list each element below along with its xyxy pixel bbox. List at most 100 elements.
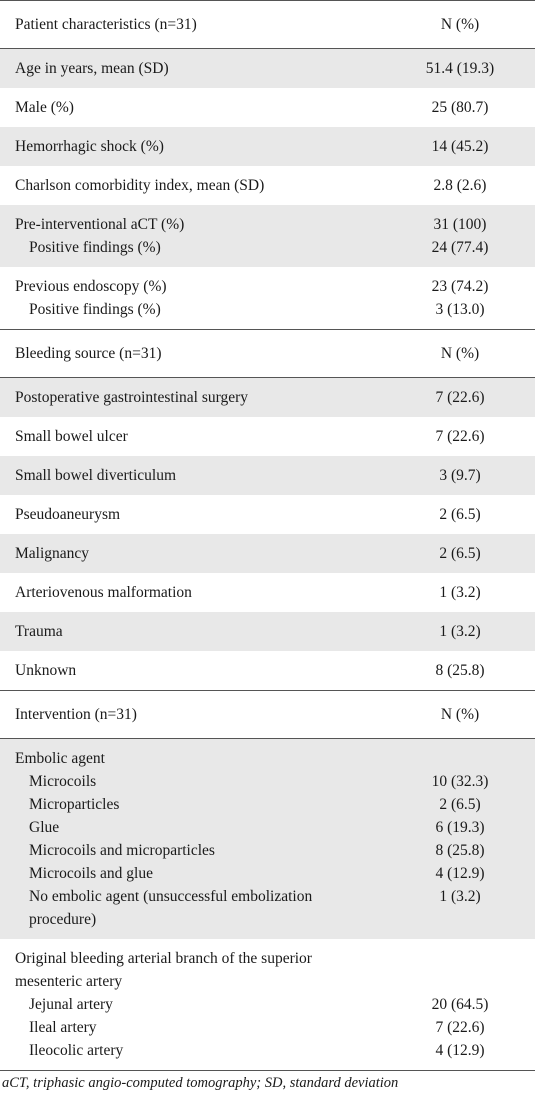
table-line: Embolic agent [0,747,535,770]
row-label: Original bleeding arterial branch of the… [15,950,312,990]
table-line: Microcoils and microparticles 8 (25.8) [0,839,535,862]
table-row: Pseudoaneurysm 2 (6.5) [0,495,535,534]
row-value: 1 (3.2) [439,623,481,640]
row-value: 7 (22.6) [435,1019,485,1036]
table-row: Hemorrhagic shock (%) 14 (45.2) [0,127,535,166]
row-label: Trauma [15,623,63,640]
row-label: Embolic agent [15,750,105,767]
row-value: 23 (74.2) [431,278,489,295]
row-label: Ileal artery [29,1019,97,1036]
row-label: Charlson comorbidity index, mean (SD) [15,177,265,194]
row-value: 14 (45.2) [431,138,489,155]
row-value: 10 (32.3) [431,773,489,790]
row-label: Ileocolic artery [29,1042,124,1059]
row-label: Hemorrhagic shock (%) [15,138,164,155]
table-row: Unknown 8 (25.8) [0,651,535,690]
section-header-value: N (%) [440,15,480,33]
row-label: Male (%) [15,99,74,116]
table-row: Charlson comorbidity index, mean (SD) 2.8… [0,166,535,205]
row-label: Glue [29,819,60,836]
table-line: Unknown 8 (25.8) [0,659,535,682]
row-label: Microcoils and microparticles [29,842,215,859]
table-line: Arteriovenous malformation 1 (3.2) [0,581,535,604]
row-value: 8 (25.8) [435,662,485,679]
row-label: Microcoils [29,773,97,790]
table-line: Ileal artery 7 (22.6) [0,1016,535,1039]
table-line: Charlson comorbidity index, mean (SD) 2.8… [0,174,535,197]
table-row: Small bowel ulcer 7 (22.6) [0,417,535,456]
table-line: Original bleeding arterial branch of the… [0,947,535,993]
table-line: Small bowel ulcer 7 (22.6) [0,425,535,448]
table-footnote: aCT, triphasic angio-computed tomography… [2,1075,399,1091]
row-value: 24 (77.4) [431,239,489,256]
row-value: 4 (12.9) [435,865,485,882]
row-label: Unknown [15,662,77,679]
section-header-value: N (%) [440,344,480,362]
table-line: Malignancy 2 (6.5) [0,542,535,565]
row-value: 1 (3.2) [439,584,481,601]
characteristics-table: Patient characteristics (n=31) N (%) Age i… [0,0,535,1071]
table-line: No embolic agent (unsuccessful embolizat… [0,885,535,931]
row-value: 3 (9.7) [439,467,481,484]
row-label: Age in years, mean (SD) [15,60,169,77]
table-line: Microparticles 2 (6.5) [0,793,535,816]
table-row: Postoperative gastrointestinal surgery 7 … [0,378,535,417]
table-line: Pre-interventional aCT (%) 31 (100) [0,213,535,236]
row-value: 7 (22.6) [435,389,485,406]
table-line: Hemorrhagic shock (%) 14 (45.2) [0,135,535,158]
table-line: Trauma 1 (3.2) [0,620,535,643]
table-line: Glue 6 (19.3) [0,816,535,839]
row-label: Jejunal artery [29,996,113,1013]
row-value: 8 (25.8) [435,842,485,859]
section-header-value: N (%) [440,705,480,723]
table-row: Male (%) 25 (80.7) [0,88,535,127]
table-bottom-rule [0,1070,535,1071]
table-line: Age in years, mean (SD) 51.4 (19.3) [0,57,535,80]
table-line: Jejunal artery 20 (64.5) [0,993,535,1016]
row-label: Microcoils and glue [29,865,153,882]
section-header-bleeding-source-n-31: Bleeding source (n=31) N (%) [0,329,535,378]
table-row: Original bleeding arterial branch of the… [0,939,535,1070]
row-label: Positive findings (%) [29,301,161,318]
row-value: 25 (80.7) [431,99,489,116]
section-header-label: Patient characteristics (n=31) [15,15,197,33]
row-value: 2.8 (2.6) [433,177,487,194]
row-label: Microparticles [29,796,120,813]
row-value: 31 (100) [433,216,487,233]
table-line: Positive findings (%) 24 (77.4) [0,236,535,259]
row-label: Pre-interventional aCT (%) [15,216,185,233]
row-label: Previous endoscopy (%) [15,278,167,295]
table-row: Arteriovenous malformation 1 (3.2) [0,573,535,612]
table-row: Pre-interventional aCT (%) 31 (100) Positi… [0,205,535,267]
row-value: 7 (22.6) [435,428,485,445]
row-label: Small bowel ulcer [15,428,128,445]
section-header-intervention-n-31: Intervention (n=31) N (%) [0,690,535,739]
table-line: Male (%) 25 (80.7) [0,96,535,119]
section-header-patient-characteristics-n-31: Patient characteristics (n=31) N (%) [0,0,535,49]
table-line: Small bowel diverticulum 3 (9.7) [0,464,535,487]
table-row: Small bowel diverticulum 3 (9.7) [0,456,535,495]
section-header-label: Bleeding source (n=31) [15,344,162,362]
table-row: Trauma 1 (3.2) [0,612,535,651]
table-row: Malignancy 2 (6.5) [0,534,535,573]
table-row: Previous endoscopy (%) 23 (74.2) Positive … [0,267,535,329]
row-label: Malignancy [15,545,90,562]
table-line: Ileocolic artery 4 (12.9) [0,1039,535,1062]
row-value: 2 (6.5) [439,506,481,523]
row-value: 6 (19.3) [435,819,485,836]
row-value: 51.4 (19.3) [425,60,495,77]
table-line: Previous endoscopy (%) 23 (74.2) [0,275,535,298]
row-value: 4 (12.9) [435,1042,485,1059]
table-line: Microcoils 10 (32.3) [0,770,535,793]
row-label: Postoperative gastrointestinal surgery [15,389,249,406]
row-value: 20 (64.5) [431,996,489,1013]
table-line: Postoperative gastrointestinal surgery 7 … [0,386,535,409]
table-row: Embolic agent Microcoils 10 (32.3) Micropar… [0,739,535,939]
table-line: Microcoils and glue 4 (12.9) [0,862,535,885]
row-value: 2 (6.5) [439,796,481,813]
row-label: Pseudoaneurysm [15,506,121,523]
row-label: No embolic agent (unsuccessful embolizat… [29,888,313,928]
table-line: Positive findings (%) 3 (13.0) [0,298,535,321]
table-row: Age in years, mean (SD) 51.4 (19.3) [0,49,535,88]
row-label: Arteriovenous malformation [15,584,192,601]
